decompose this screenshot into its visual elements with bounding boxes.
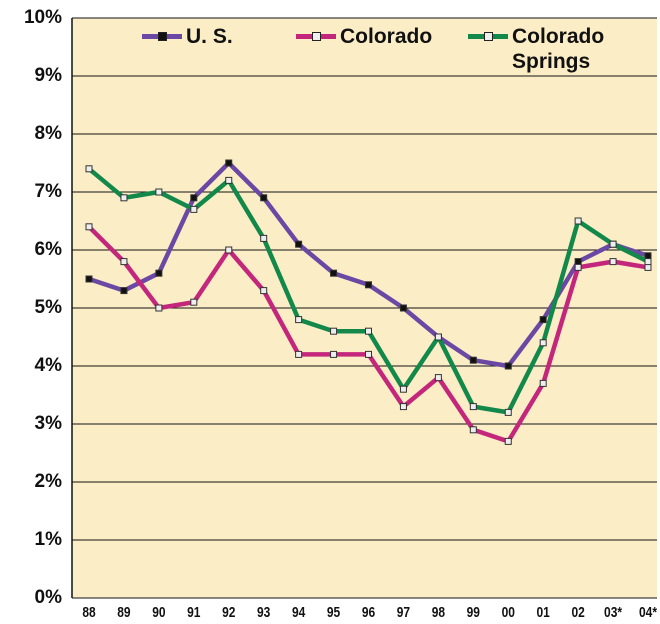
legend-label: Colorado Springs xyxy=(512,25,605,73)
data-point xyxy=(260,287,268,295)
x-tick-label: 92 xyxy=(222,604,236,621)
data-point xyxy=(469,426,477,434)
x-tick-label: 04* xyxy=(639,604,658,621)
data-point xyxy=(469,356,477,364)
data-point xyxy=(85,275,93,283)
data-point xyxy=(539,339,547,347)
data-point xyxy=(190,298,198,306)
legend-swatch xyxy=(142,32,182,41)
data-point xyxy=(260,234,268,242)
data-point xyxy=(365,281,372,289)
y-tick-label: 5% xyxy=(35,297,63,318)
data-point xyxy=(85,223,93,231)
x-tick-label: 97 xyxy=(397,604,410,621)
data-point xyxy=(644,263,652,271)
data-point xyxy=(330,350,338,358)
y-tick-label: 10% xyxy=(24,7,62,28)
data-point xyxy=(365,350,372,358)
x-tick-label: 01 xyxy=(537,604,551,621)
data-point xyxy=(574,263,582,271)
legend-item: Colorado xyxy=(296,24,432,49)
data-point xyxy=(155,304,163,312)
y-tick-label: 2% xyxy=(35,471,63,492)
x-tick-label: 94 xyxy=(292,604,306,621)
legend-label: U. S. xyxy=(186,25,233,48)
x-tick-label: 95 xyxy=(327,604,341,621)
x-tick-label: 88 xyxy=(82,604,96,621)
legend-item: U. S. xyxy=(142,24,233,49)
data-point xyxy=(330,269,338,277)
data-point xyxy=(190,194,198,202)
y-tick-label: 9% xyxy=(35,65,63,86)
data-point xyxy=(574,217,582,225)
data-point xyxy=(365,327,372,335)
data-point xyxy=(155,269,163,277)
y-tick-label: 0% xyxy=(35,587,63,608)
data-point xyxy=(504,408,512,416)
data-point xyxy=(225,159,233,167)
y-tick-label: 3% xyxy=(35,413,63,434)
data-point xyxy=(85,165,93,173)
legend-item: Colorado Springs xyxy=(468,24,642,74)
x-tick-label: 91 xyxy=(187,604,201,621)
legend-swatch xyxy=(296,32,336,41)
legend-label: Colorado xyxy=(340,25,433,48)
data-point xyxy=(644,252,652,260)
data-point xyxy=(434,333,442,341)
x-tick-label: 98 xyxy=(432,604,446,621)
data-point xyxy=(574,258,582,266)
data-point xyxy=(120,258,128,266)
y-tick-label: 4% xyxy=(35,355,63,376)
data-point xyxy=(190,205,198,213)
data-point xyxy=(295,350,303,358)
x-tick-label: 99 xyxy=(467,604,481,621)
data-point xyxy=(330,327,338,335)
data-point xyxy=(609,240,617,248)
x-tick-label: 03* xyxy=(604,604,623,621)
data-point xyxy=(399,304,407,312)
x-tick-label: 02 xyxy=(571,604,585,621)
data-point xyxy=(539,316,547,324)
x-tick-label: 89 xyxy=(117,604,131,621)
data-point xyxy=(260,194,268,202)
data-point xyxy=(609,258,617,266)
data-point xyxy=(155,188,163,196)
data-point xyxy=(469,403,477,411)
x-tick-label: 00 xyxy=(502,604,515,621)
data-point xyxy=(120,287,128,295)
y-tick-label: 8% xyxy=(35,123,63,144)
data-point xyxy=(120,194,128,202)
legend-swatch xyxy=(468,32,508,41)
x-tick-label: 96 xyxy=(362,604,376,621)
data-point xyxy=(225,176,233,184)
y-tick-label: 1% xyxy=(35,529,63,550)
data-point xyxy=(504,437,512,445)
data-point xyxy=(434,374,442,382)
data-point xyxy=(225,246,233,254)
x-tick-label: 90 xyxy=(152,604,165,621)
data-point xyxy=(539,379,547,387)
data-point xyxy=(644,258,652,266)
data-point xyxy=(295,240,303,248)
data-point xyxy=(399,403,407,411)
x-tick-label: 93 xyxy=(257,604,271,621)
data-point xyxy=(399,385,407,393)
y-tick-label: 6% xyxy=(35,239,63,260)
data-point xyxy=(295,316,303,324)
y-tick-label: 7% xyxy=(35,181,63,202)
data-point xyxy=(504,362,512,370)
